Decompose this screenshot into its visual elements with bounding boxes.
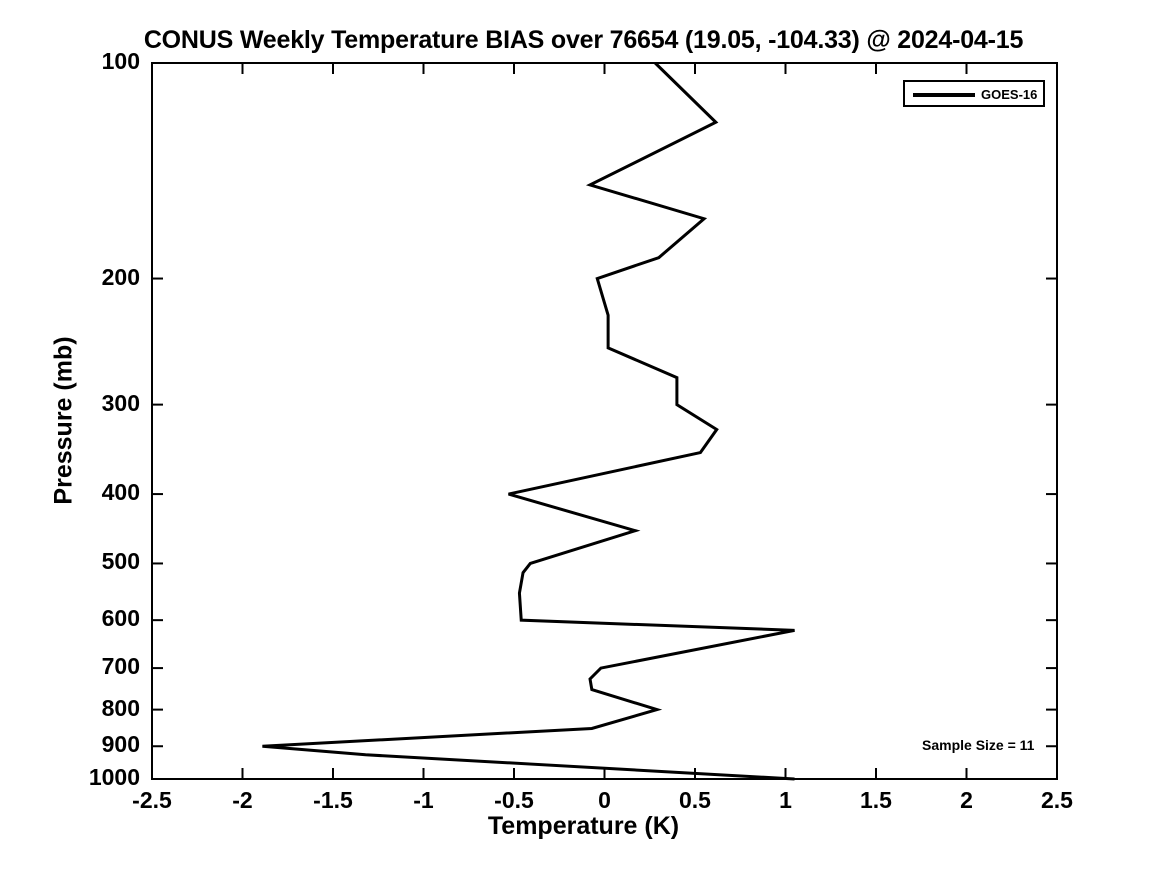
plot-axes	[151, 62, 1058, 780]
x-tick-label: -1.5	[313, 787, 353, 813]
plot-frame	[151, 62, 1058, 780]
y-axis-title: Pressure (mb)	[49, 336, 78, 505]
y-tick-label: 300	[101, 389, 140, 416]
x-tick-label: 2.5	[1041, 787, 1073, 813]
y-tick-label: 600	[101, 605, 140, 632]
x-tick-label: 2	[960, 787, 973, 813]
series-line-goes-16	[262, 61, 795, 781]
x-tick-label: -2.5	[132, 787, 172, 813]
y-tick-label: 100	[101, 48, 140, 74]
y-tick-label: 400	[101, 479, 140, 506]
page-title: CONUS Weekly Temperature BIAS over 76654…	[143, 26, 1024, 54]
x-tick-label: 1.5	[860, 787, 892, 813]
y-tick-label: 800	[101, 694, 140, 721]
x-tick-label: 1	[779, 787, 792, 813]
y-tick-label: 700	[101, 653, 140, 680]
x-axis-title: Temperature (K)	[487, 812, 680, 840]
y-tick-label: 200	[101, 263, 140, 290]
x-tick-label: 0	[598, 787, 611, 813]
x-tick-label: -1	[413, 787, 434, 813]
data-series	[262, 61, 795, 781]
y-tick-label: 500	[101, 548, 140, 575]
x-tick-label: -2	[232, 787, 253, 813]
axis-ticks	[151, 62, 1058, 780]
y-tick-label: 1000	[88, 764, 140, 790]
sample-size-annotation: Sample Size = 11	[922, 737, 1035, 753]
legend-item-label: GOES-16	[981, 87, 1038, 102]
legend-line-swatch	[913, 93, 975, 97]
legend: GOES-16	[903, 80, 1045, 107]
y-tick-label: 900	[101, 731, 140, 758]
x-tick-label: 0.5	[679, 787, 711, 813]
x-tick-label: -0.5	[494, 787, 534, 813]
